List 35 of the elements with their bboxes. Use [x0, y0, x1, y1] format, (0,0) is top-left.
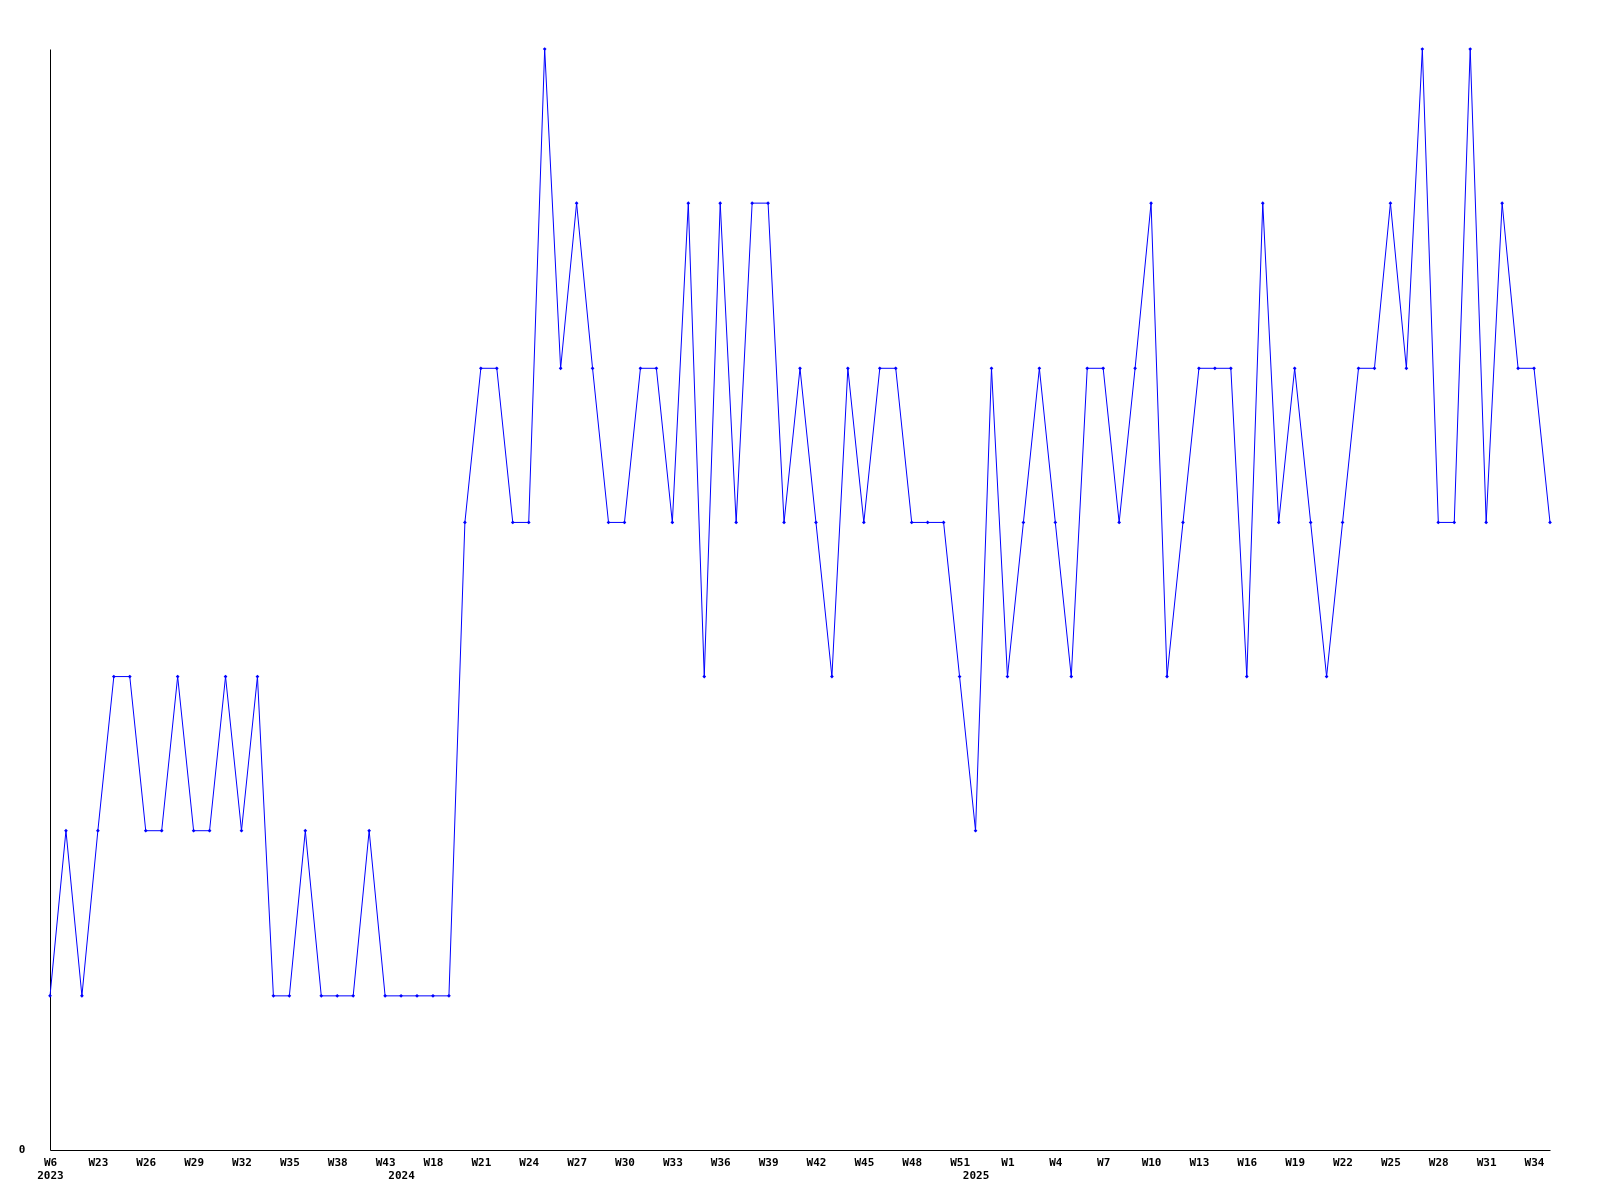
x-tick-label: W45 [854, 1155, 875, 1169]
x-tick-label: W36 [710, 1155, 732, 1169]
x-tick-label: W6 2023 [37, 1155, 64, 1182]
x-tick-label: W35 [279, 1155, 300, 1169]
x-tick-label: 2025 [962, 1168, 990, 1182]
x-tick-label: W18 [423, 1155, 444, 1169]
x-tick-label: W51 [950, 1155, 971, 1169]
x-tick-label: W24 [519, 1155, 540, 1169]
x-tick-label: W10 [1141, 1155, 1162, 1169]
x-tick-label: W39 [758, 1155, 779, 1169]
x-tick-label: W19 [1285, 1155, 1306, 1169]
x-tick-label: W48 [902, 1155, 923, 1169]
x-tick-label: W32 [232, 1155, 252, 1169]
text: 0 [18, 1143, 26, 1156]
x-tick-label: W38 [327, 1155, 348, 1169]
x-tick-label: W13 [1189, 1155, 1210, 1169]
x-tick-label: W25 [1380, 1155, 1401, 1169]
x-tick-label: W42 [806, 1155, 827, 1169]
x-tick-label: W22 [1333, 1155, 1353, 1169]
x-tick-label: W23 [88, 1155, 109, 1169]
x-tick-label: W16 [1237, 1155, 1258, 1169]
x-tick-label: W29 [184, 1155, 205, 1169]
x-tick-label: W1 [1001, 1155, 1015, 1169]
x-tick-label: W4 [1049, 1155, 1063, 1169]
x-tick-label: W28 [1428, 1155, 1449, 1169]
x-tick-label: W30 [615, 1155, 635, 1169]
x-tick-label: W43 [375, 1155, 396, 1169]
x-tick-label: W33 [662, 1155, 683, 1169]
x-tick-label: 2024 [388, 1168, 416, 1182]
x-tick-label: W34 [1524, 1155, 1545, 1169]
x-tick-label: W27 [567, 1155, 588, 1169]
x-tick-label: W31 [1476, 1155, 1497, 1169]
x-tick-label: W7 [1097, 1155, 1111, 1169]
x-tick-label: W21 [471, 1155, 492, 1169]
x-tick-label: W26 [136, 1155, 157, 1169]
